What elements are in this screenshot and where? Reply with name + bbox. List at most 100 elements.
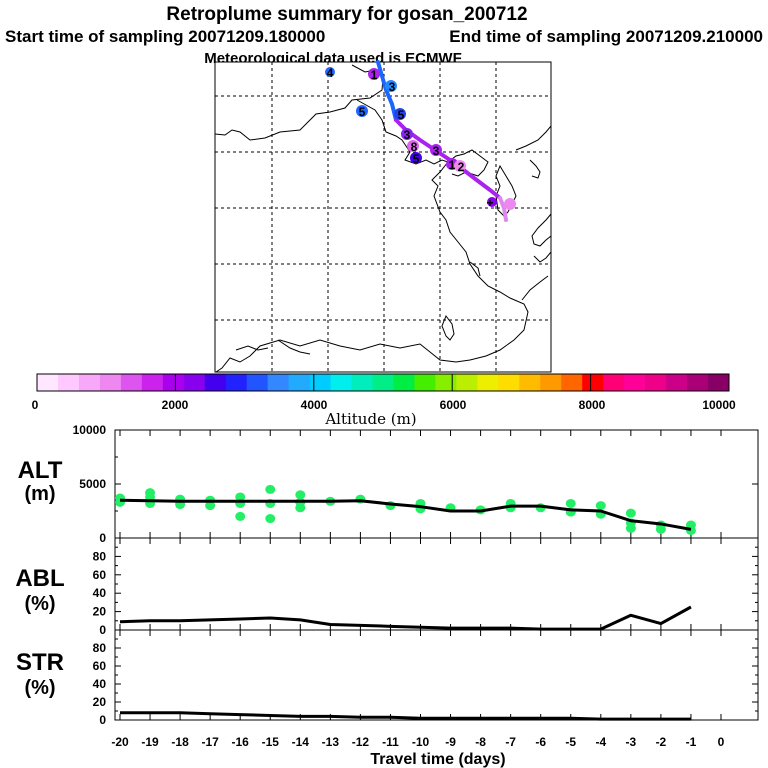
receptor-marker: + [486, 196, 493, 210]
colorbar-tick: 10000 [702, 398, 736, 412]
colorbar-swatch [666, 374, 688, 391]
y-tick-label: 60 [93, 568, 107, 582]
str-series-line [120, 711, 691, 721]
figure-title: Retroplume summary for gosan_200712 [166, 4, 527, 25]
alt-scatter-point [235, 511, 246, 521]
map-marker [385, 80, 397, 92]
x-tick-label: -1 [686, 735, 697, 749]
colorbar-tick: 8000 [579, 398, 606, 412]
alt-scatter-point [145, 488, 156, 498]
trajectory-markers [325, 67, 516, 210]
map-marker-label: 5 [413, 152, 420, 166]
y-tick-label: 80 [93, 549, 107, 563]
colorbar-swatch [561, 374, 583, 391]
x-tick-label: -5 [565, 735, 576, 749]
y-tick-label: 0 [99, 623, 106, 637]
x-axis-label: Travel time (days) [370, 751, 505, 768]
alt-ylabel: ALT [18, 457, 63, 484]
alt-series-line [119, 498, 692, 531]
alt-yunit: (m) [24, 483, 55, 505]
map-marker-label: 8 [411, 140, 418, 154]
x-tick-label: -8 [475, 735, 486, 749]
colorbar-tick-labels: 0 2000 4000 6000 8000 10000 [32, 398, 736, 412]
x-tick-label: -18 [171, 735, 189, 749]
x-tick-label: -13 [322, 735, 340, 749]
y-tick-label: 0 [99, 713, 106, 727]
map-marker [394, 108, 406, 120]
map-marker-label: 2 [458, 160, 465, 174]
map-marker [504, 198, 516, 210]
y-tick-label: 40 [93, 586, 107, 600]
x-tick-label: -3 [626, 735, 637, 749]
y-tick-label: 80 [93, 641, 107, 655]
y-tick-label: 0 [99, 531, 106, 545]
colorbar-swatch [477, 374, 499, 391]
alt-scatter-point [295, 490, 306, 500]
x-tick-label: -19 [141, 735, 159, 749]
x-tick-label: -20 [111, 735, 129, 749]
x-tick-label: -10 [412, 735, 430, 749]
y-tick-label: 60 [93, 659, 107, 673]
y-tick-label: 40 [93, 677, 107, 691]
x-tick-label: -12 [352, 735, 370, 749]
abl-ylabel: ABL [15, 565, 64, 592]
map-marker-label: 1 [371, 68, 378, 82]
colorbar-swatch [204, 374, 227, 391]
colorbar-frame [36, 373, 730, 392]
y-tick-label: 20 [93, 695, 107, 709]
map-marker [487, 197, 497, 207]
colorbar-swatch [288, 374, 311, 391]
end-time-label: End time of sampling 20071209.210000 [449, 27, 763, 46]
x-tick-label: -6 [535, 735, 546, 749]
colorbar-tick: 0 [32, 398, 39, 412]
colorbar-swatch [540, 374, 562, 391]
x-tick-label: -17 [201, 735, 219, 749]
x-tick-label: -2 [656, 735, 667, 749]
x-tick-label: -7 [505, 735, 516, 749]
colorbar-tick: 2000 [162, 398, 189, 412]
alt-scatter-point [625, 508, 636, 518]
colorbar-swatch [498, 374, 520, 391]
colorbar-swatch [456, 374, 478, 391]
alt-scatter-point [235, 492, 246, 502]
start-time-label: Start time of sampling 20071209.180000 [5, 27, 325, 46]
colorbar-swatch [435, 374, 457, 391]
panel-frame-str [114, 629, 759, 721]
colorbar-swatch [78, 374, 101, 391]
colorbar-swatch [57, 374, 80, 391]
x-tick-label: -16 [232, 735, 250, 749]
map-marker-label: 3 [389, 80, 396, 94]
map-graticule [215, 62, 551, 372]
alt-scatter-point [625, 523, 636, 533]
colorbar-swatch [414, 374, 436, 391]
str-ylabel: STR [16, 649, 64, 676]
alt-scatter-point [265, 484, 276, 494]
colorbar-swatch [645, 374, 667, 391]
colorbar-swatch [372, 374, 394, 391]
colorbar-swatch [708, 374, 730, 391]
colorbar-tick: 6000 [440, 398, 467, 412]
map-marker [401, 128, 413, 140]
map-marker-label: 1 [449, 158, 456, 172]
colorbar-swatch [141, 374, 164, 391]
map-marker-label: 3 [404, 128, 411, 142]
map-marker [368, 68, 380, 80]
alt-scatter-point [595, 501, 606, 511]
colorbar-label: Altitude (m) [324, 410, 416, 428]
x-tick-label: -11 [382, 735, 399, 749]
colorbar-swatch [267, 374, 290, 391]
alt-scatter-point [565, 498, 576, 508]
panel-frame-abl [114, 537, 759, 631]
colorbar-swatch [37, 374, 59, 391]
colorbar-swatch [183, 374, 206, 391]
x-tick-label: 0 [718, 735, 725, 749]
map-marker-label: 5 [398, 108, 405, 122]
x-tick-label: -4 [595, 735, 606, 749]
colorbar-swatch [330, 374, 353, 391]
map-marker [454, 160, 466, 172]
y-tick-label: 20 [93, 605, 107, 619]
altitude-colorbar [36, 373, 730, 392]
x-tick-label: -14 [292, 735, 310, 749]
